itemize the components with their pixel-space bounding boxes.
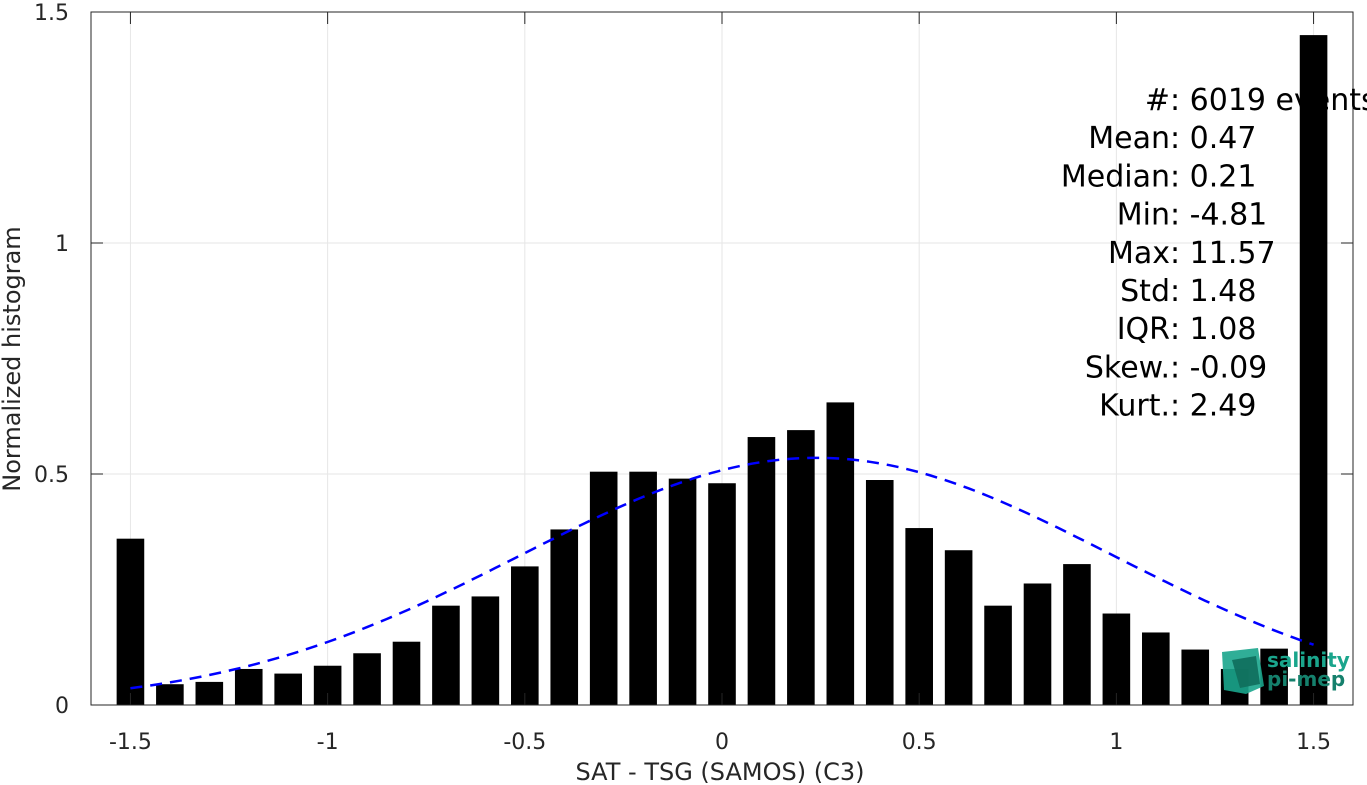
histogram-bar: [511, 566, 539, 705]
x-axis-label: SAT - TSG (SAMOS) (C3): [576, 758, 865, 785]
histogram-bar: [471, 596, 500, 705]
stat-label: Min: [1117, 198, 1170, 233]
y-tick-label: 0.5: [34, 463, 69, 488]
axis-ticks: [91, 11, 1353, 706]
stat-label: Mean: [1088, 121, 1170, 156]
x-tick-label: -0.5: [503, 730, 546, 755]
stat-value: : 1.48: [1170, 274, 1256, 309]
histogram-bar: [116, 538, 145, 705]
histogram-bar: [905, 528, 933, 705]
stat-label: Median: [1061, 159, 1170, 194]
histogram-bar: [865, 480, 894, 705]
histogram-bar: [708, 483, 736, 705]
stat-value: : 1.08: [1170, 312, 1256, 347]
histogram-bar: [195, 681, 224, 705]
histogram-bar: [944, 550, 973, 705]
stat-value: : 0.21: [1170, 159, 1256, 194]
stat-label: Max: [1108, 236, 1170, 271]
histogram-bar: [629, 471, 657, 705]
stat-label: Std: [1120, 274, 1170, 309]
histogram-bar: [156, 684, 184, 705]
y-tick-label: 1.5: [34, 1, 69, 26]
x-tick-label: 1: [1109, 730, 1123, 755]
salinity-pimep-logo: salinity pi-mep: [1222, 648, 1350, 694]
histogram-bar: [1142, 632, 1170, 705]
histogram-bar: [274, 673, 302, 705]
stat-label: Skew.: [1085, 350, 1170, 385]
histogram-bar: [353, 653, 381, 705]
histogram-bar: [589, 471, 618, 705]
logo-line2: pi-mep: [1267, 667, 1345, 691]
x-tick-label: 0.5: [902, 730, 937, 755]
logo-cube-shade: [1232, 656, 1260, 688]
x-tick-label: 1.5: [1296, 730, 1331, 755]
stat-value: : 2.49: [1170, 389, 1256, 424]
y-tick-label: 1: [55, 232, 69, 257]
histogram-bar: [432, 605, 460, 705]
stat-label: Kurt.: [1099, 389, 1170, 424]
histogram-bar: [1063, 564, 1091, 705]
stat-value: : -0.09: [1170, 350, 1267, 385]
histogram-bar: [668, 478, 697, 705]
histogram-bar: [550, 529, 579, 705]
histogram-bar: [1181, 649, 1210, 705]
histogram-bar: [392, 641, 421, 705]
stat-value: : 11.57: [1170, 236, 1276, 271]
histogram-bar: [234, 668, 263, 705]
stat-label: #: [1145, 83, 1170, 118]
x-tick-label: -1.5: [109, 730, 152, 755]
bar-series: [116, 35, 1328, 706]
histogram-bar: [984, 605, 1012, 705]
y-axis-label: Normalized histogram: [0, 226, 26, 491]
histogram-bar: [1260, 648, 1288, 705]
stat-value: : 0.47: [1170, 121, 1256, 156]
histogram-bar: [747, 437, 776, 705]
stat-label: IQR: [1117, 312, 1170, 347]
stat-value: : -4.81: [1170, 198, 1267, 233]
histogram-bar: [787, 430, 815, 705]
logo-line1: salinity: [1267, 648, 1350, 672]
x-tick-label: 0: [715, 730, 729, 755]
histogram-bar: [826, 402, 855, 705]
fit-curve: [130, 456, 1315, 690]
x-tick-label: -1: [317, 730, 339, 755]
histogram-bar: [1023, 583, 1052, 705]
y-tick-label: 0: [55, 694, 69, 719]
stat-value: : 6019 events: [1170, 83, 1367, 118]
histogram-bar: [1299, 35, 1328, 706]
histogram-bar: [1102, 613, 1131, 705]
tick-labels: -1.5 -1 -0.5 0 0.5 1 1.5 0 0.5 1 1.5: [34, 1, 1331, 755]
